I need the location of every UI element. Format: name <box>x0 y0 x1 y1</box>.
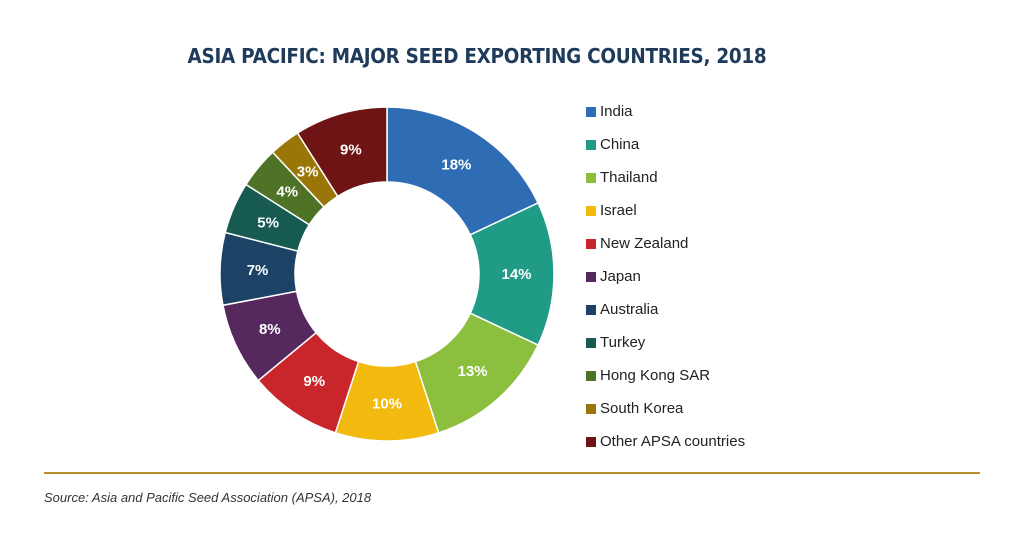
legend-item-israel: Israel <box>586 194 745 227</box>
slice-label-thailand: 13% <box>458 363 488 380</box>
legend-swatch <box>586 403 596 414</box>
legend-item-thailand: Thailand <box>586 161 745 194</box>
legend-label: Israel <box>600 202 637 219</box>
legend-label: Turkey <box>600 334 646 351</box>
legend-swatch <box>586 436 596 447</box>
legend-swatch <box>586 106 596 117</box>
legend-swatch <box>586 370 596 381</box>
legend-swatch <box>586 337 596 348</box>
legend-swatch <box>586 139 596 150</box>
legend-label: Hong Kong SAR <box>600 367 711 384</box>
legend-item-japan: Japan <box>586 260 745 293</box>
slice-label-china: 14% <box>501 266 531 283</box>
legend-item-australia: Australia <box>586 293 745 326</box>
legend-label: Other APSA countries <box>600 433 746 450</box>
legend-label: New Zealand <box>600 235 689 252</box>
slice-labels: 18% 14% 13% 10% 9% 8% 7% 5% 4% 3% 9% <box>247 142 532 413</box>
legend-swatch <box>586 271 596 282</box>
slice-label-new-zealand: 9% <box>303 373 325 390</box>
legend: India China Thailand Israel New Zealand Japan… <box>586 95 745 458</box>
chart-title: ASIA PACIFIC: MAJOR SEED EXPORTING COUNT… <box>187 44 767 68</box>
legend-item-south-korea: South Korea <box>586 392 745 425</box>
legend-label: Thailand <box>600 169 658 186</box>
slice-label-israel: 10% <box>372 396 402 413</box>
source-note: Source: Asia and Pacific Seed Associatio… <box>44 490 372 505</box>
legend-label: South Korea <box>600 400 684 417</box>
legend-item-india: India <box>586 95 745 128</box>
legend-label: China <box>600 136 640 153</box>
legend-label: India <box>600 103 633 120</box>
legend-item-new-zealand: New Zealand <box>586 227 745 260</box>
divider-line <box>44 472 980 474</box>
legend-item-other-apsa-countries: Other APSA countries <box>586 425 745 458</box>
legend-swatch <box>586 172 596 183</box>
slice-label-turkey: 5% <box>257 215 279 232</box>
legend-label: Japan <box>600 268 641 285</box>
slice-label-south-korea: 3% <box>297 164 319 181</box>
slice-label-australia: 7% <box>247 262 269 279</box>
donut-slices <box>219 106 555 442</box>
slice-label-other-apsa-countries: 9% <box>340 142 362 159</box>
legend-label: Australia <box>600 301 659 318</box>
slice-label-hong-kong-sar: 4% <box>276 183 298 200</box>
legend-swatch <box>586 205 596 216</box>
legend-swatch <box>586 238 596 249</box>
legend-item-turkey: Turkey <box>586 326 745 359</box>
slice-other-apsa-countries <box>296 106 388 198</box>
slice-label-india: 18% <box>441 157 471 174</box>
legend-item-china: China <box>586 128 745 161</box>
slice-label-japan: 8% <box>259 321 281 338</box>
legend-swatch <box>586 304 596 315</box>
legend-item-hong-kong-sar: Hong Kong SAR <box>586 359 745 392</box>
